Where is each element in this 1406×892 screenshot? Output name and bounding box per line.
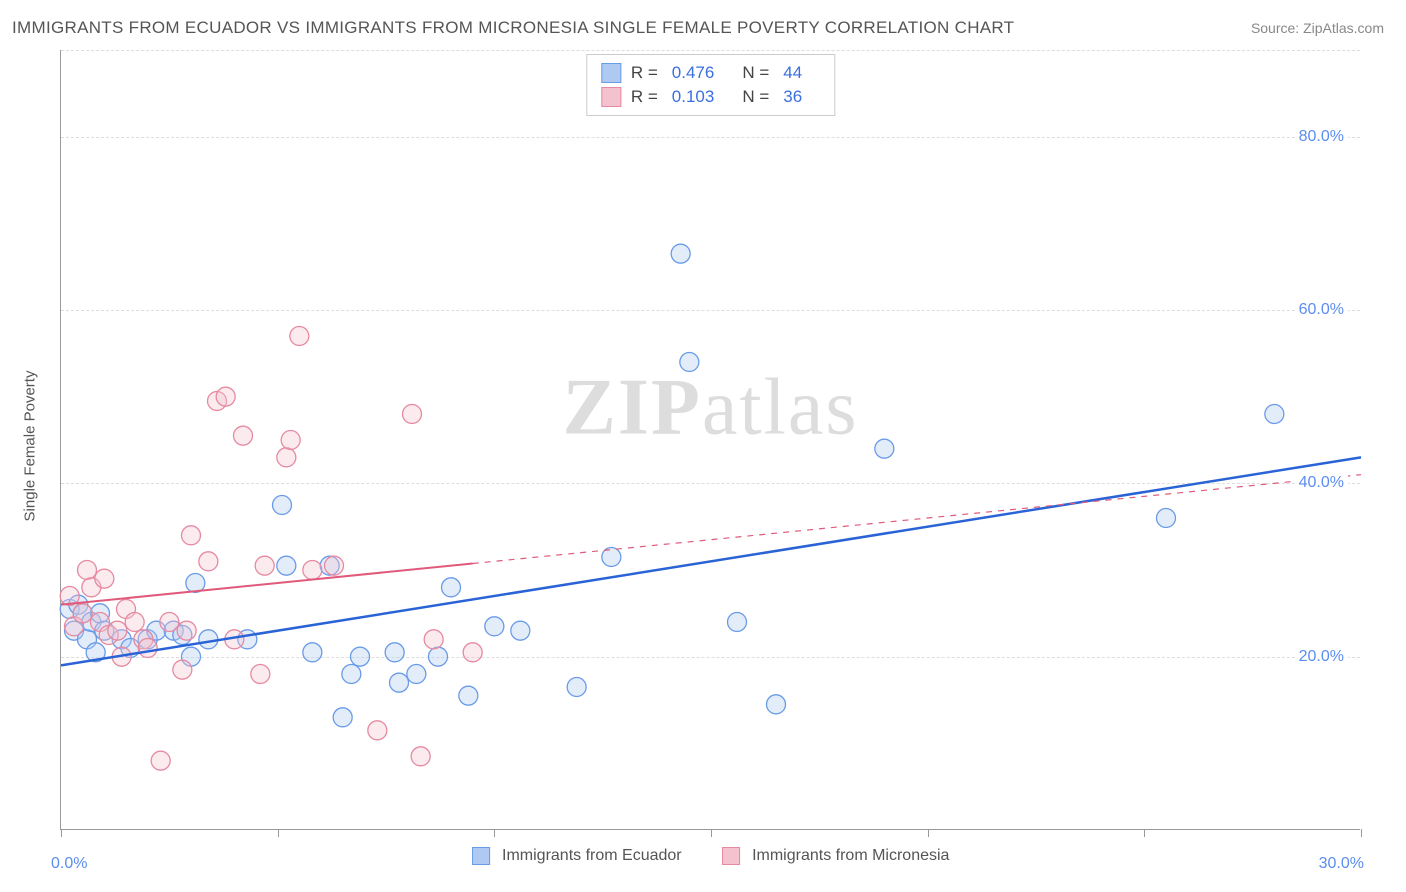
data-point (671, 244, 690, 263)
data-point (511, 621, 530, 640)
data-point (325, 556, 344, 575)
data-point (78, 561, 97, 580)
data-point (728, 613, 747, 632)
data-point (199, 630, 218, 649)
trend-line-extrapolated (473, 475, 1361, 564)
data-point (442, 578, 461, 597)
chart-title: IMMIGRANTS FROM ECUADOR VS IMMIGRANTS FR… (12, 18, 1014, 38)
data-point (411, 747, 430, 766)
data-point (303, 561, 322, 580)
data-point (216, 387, 235, 406)
plot-area: ZIPatlas R = 0.476 N = 44 R = 0.103 N = … (60, 50, 1360, 830)
data-point (125, 613, 144, 632)
data-point (234, 426, 253, 445)
data-point (403, 405, 422, 424)
data-point (390, 673, 409, 692)
data-point (277, 448, 296, 467)
legend-row-ecuador: R = 0.476 N = 44 (601, 61, 820, 85)
data-point (680, 353, 699, 372)
data-point (1265, 405, 1284, 424)
correlation-chart: IMMIGRANTS FROM ECUADOR VS IMMIGRANTS FR… (0, 0, 1406, 892)
data-point (567, 678, 586, 697)
data-point (303, 643, 322, 662)
data-point (407, 665, 426, 684)
data-point (875, 439, 894, 458)
y-tick-label: 20.0% (1295, 648, 1348, 666)
data-point (108, 621, 127, 640)
data-point (351, 647, 370, 666)
legend-n-value-micronesia: 36 (783, 87, 802, 107)
data-point (95, 569, 114, 588)
legend-n-value-ecuador: 44 (783, 63, 802, 83)
data-point (177, 621, 196, 640)
y-tick-label: 60.0% (1295, 301, 1348, 319)
legend-item-ecuador: Immigrants from Ecuador (472, 847, 682, 865)
data-point (385, 643, 404, 662)
legend-r-label: R = (631, 63, 658, 83)
data-point (251, 665, 270, 684)
x-tick-label: 30.0% (1319, 855, 1364, 873)
data-point (199, 552, 218, 571)
chart-source: Source: ZipAtlas.com (1251, 20, 1384, 36)
series-legend: Immigrants from Ecuador Immigrants from … (472, 847, 950, 865)
data-point (73, 604, 92, 623)
x-tick-label: 0.0% (51, 855, 87, 873)
data-point (273, 496, 292, 515)
legend-r-value-ecuador: 0.476 (672, 63, 715, 83)
legend-swatch-micronesia (601, 87, 621, 107)
legend-swatch-ecuador (601, 63, 621, 83)
y-axis-label: Single Female Poverty (22, 371, 39, 522)
data-point (1157, 509, 1176, 528)
data-point (424, 630, 443, 649)
legend-label-ecuador: Immigrants from Ecuador (502, 847, 682, 864)
data-point (138, 639, 157, 658)
y-tick-label: 40.0% (1295, 474, 1348, 492)
correlation-legend: R = 0.476 N = 44 R = 0.103 N = 36 (586, 54, 835, 116)
data-point (429, 647, 448, 666)
data-point (255, 556, 274, 575)
data-point (281, 431, 300, 450)
data-point (368, 721, 387, 740)
data-point (333, 708, 352, 727)
data-point (160, 613, 179, 632)
data-point (173, 660, 192, 679)
legend-n-label: N = (742, 87, 769, 107)
legend-label-micronesia: Immigrants from Micronesia (752, 847, 949, 864)
legend-n-label: N = (742, 63, 769, 83)
data-point (463, 643, 482, 662)
legend-r-value-micronesia: 0.103 (672, 87, 715, 107)
data-point (485, 617, 504, 636)
legend-item-micronesia: Immigrants from Micronesia (722, 847, 950, 865)
data-point (459, 686, 478, 705)
legend-row-micronesia: R = 0.103 N = 36 (601, 85, 820, 109)
scatter-svg (61, 50, 1360, 829)
legend-swatch-icon (472, 847, 490, 865)
data-point (342, 665, 361, 684)
legend-r-label: R = (631, 87, 658, 107)
y-tick-label: 80.0% (1295, 128, 1348, 146)
data-point (151, 751, 170, 770)
data-point (290, 327, 309, 346)
legend-swatch-icon (722, 847, 740, 865)
data-point (182, 526, 201, 545)
data-point (767, 695, 786, 714)
data-point (277, 556, 296, 575)
